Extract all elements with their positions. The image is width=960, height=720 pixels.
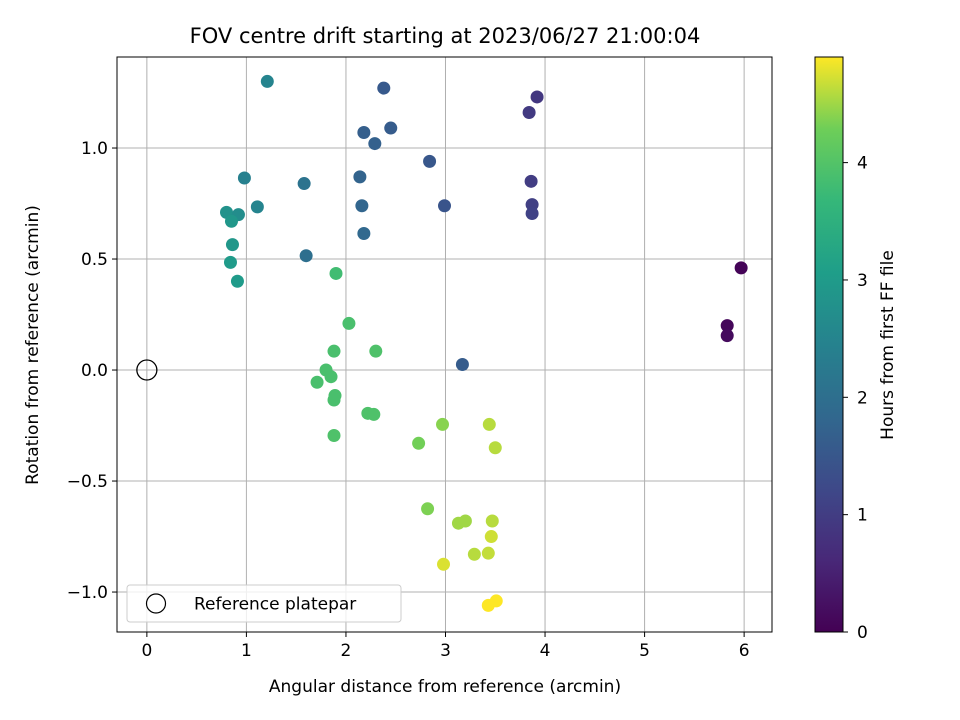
data-point: [488, 441, 502, 455]
data-point: [412, 436, 426, 450]
data-point: [250, 200, 264, 214]
legend-box: [126, 584, 402, 623]
data-point: [225, 238, 239, 252]
x-tick-label: 6: [739, 641, 750, 661]
data-point: [224, 214, 238, 228]
x-tick-label: 1: [241, 641, 252, 661]
data-point: [734, 261, 748, 275]
colorbar-gradient: [814, 56, 844, 633]
x-tick-label: 4: [540, 641, 551, 661]
data-point: [720, 329, 734, 343]
data-point: [353, 170, 367, 184]
x-axis-ticks: 0 1 2 3 4 5 6: [141, 632, 750, 661]
y-axis-label: Rotation from reference (arcmin): [23, 205, 43, 485]
y-tick-label: −1.0: [67, 583, 108, 603]
legend-reference-marker: [145, 593, 167, 614]
data-point: [342, 316, 356, 330]
colorbar: 0 1 2 3 4 Hours from first FF file: [814, 56, 898, 643]
data-point: [260, 74, 274, 88]
data-point: [524, 174, 538, 188]
x-axis-label: Angular distance from reference (arcmin): [269, 677, 621, 697]
data-point: [522, 106, 536, 120]
data-point: [230, 274, 244, 288]
data-point: [481, 546, 495, 560]
data-point: [525, 198, 539, 212]
data-point: [482, 417, 496, 431]
colorbar-tick-label: 2: [857, 388, 868, 408]
plot-frame: [116, 56, 773, 633]
y-tick-label: 0.5: [81, 250, 108, 270]
data-point: [367, 407, 381, 421]
data-point: [223, 255, 237, 269]
data-point: [458, 514, 472, 528]
colorbar-tick-label: 1: [857, 506, 868, 526]
x-tick-label: 3: [440, 641, 451, 661]
data-point: [369, 344, 383, 358]
data-point: [484, 530, 498, 544]
x-tick-label: 0: [141, 641, 152, 661]
data-point: [327, 344, 341, 358]
data-point: [329, 266, 343, 280]
data-points: [219, 74, 748, 612]
x-tick-label: 5: [639, 641, 650, 661]
colorbar-label: Hours from first FF file: [878, 250, 898, 440]
y-tick-label: 0.0: [81, 361, 108, 381]
data-point: [310, 375, 324, 389]
data-point: [421, 502, 435, 516]
legend: Reference platepar: [126, 584, 402, 623]
data-point: [525, 207, 539, 221]
data-point: [436, 417, 450, 431]
reference-marker-group: [136, 359, 158, 381]
reference-marker: [136, 359, 158, 381]
data-point: [530, 90, 544, 104]
data-point: [720, 319, 734, 333]
data-point: [438, 199, 451, 213]
data-point: [327, 393, 341, 407]
data-point: [368, 137, 382, 151]
data-point: [489, 594, 503, 608]
y-tick-label: −0.5: [67, 472, 108, 492]
data-point: [357, 226, 371, 240]
data-point: [355, 199, 369, 213]
y-tick-label: 1.0: [81, 139, 108, 159]
colorbar-tick-label: 4: [857, 154, 868, 174]
data-point: [384, 121, 398, 135]
colorbar-tick-label: 3: [857, 271, 868, 291]
data-point: [297, 177, 311, 191]
data-point: [357, 125, 371, 139]
data-point: [327, 429, 341, 443]
y-axis-ticks: −1.0 −0.5 0.0 0.5 1.0: [67, 139, 117, 603]
data-point: [437, 557, 451, 571]
legend-entry-reference: Reference platepar: [194, 595, 356, 615]
gridlines: [117, 57, 772, 632]
data-point: [377, 81, 391, 95]
data-point: [455, 357, 469, 371]
chart-title: FOV centre drift starting at 2023/06/27 …: [190, 24, 701, 48]
data-point: [423, 154, 437, 168]
data-point: [237, 171, 251, 185]
colorbar-ticks: 0 1 2 3 4: [843, 154, 868, 643]
data-point: [485, 514, 499, 528]
data-point: [299, 249, 313, 263]
data-point: [467, 547, 481, 561]
data-point: [324, 370, 338, 384]
colorbar-tick-label: 0: [857, 623, 868, 643]
x-tick-label: 2: [341, 641, 352, 661]
